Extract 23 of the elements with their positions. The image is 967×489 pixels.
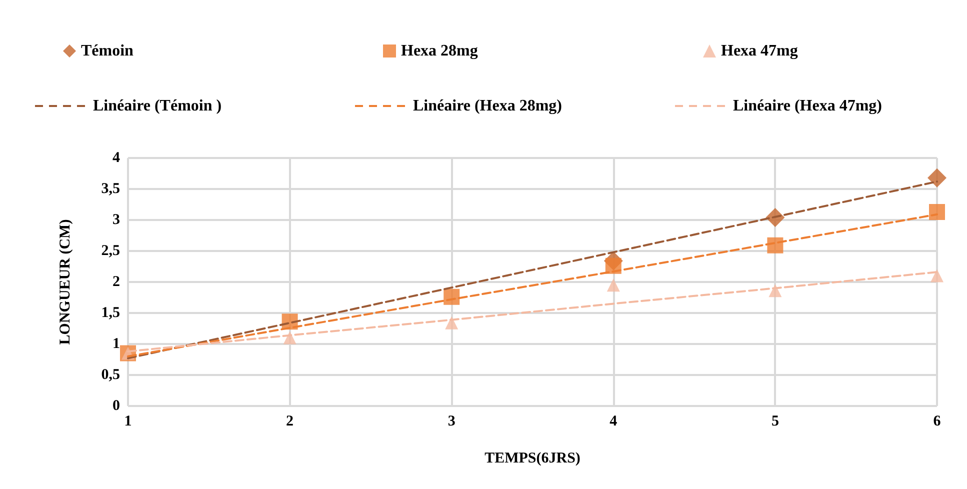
y-tick-label: 0 — [112, 398, 120, 414]
x-tick-label: 2 — [286, 414, 294, 430]
y-tick-label: 3 — [112, 212, 120, 228]
y-tick-label: 3,5 — [101, 181, 120, 197]
legend-label: Témoin — [81, 42, 134, 60]
y-tick-label: 2 — [112, 274, 120, 290]
x-tick-label: 4 — [610, 414, 618, 430]
y-tick-label: 4 — [112, 150, 120, 166]
legend-label: Linéaire (Hexa 47mg) — [733, 98, 882, 114]
y-tick-label: 1,5 — [101, 305, 120, 321]
x-tick-label: 5 — [771, 414, 779, 430]
y-axis-title: LONGUEUR (CM) — [58, 219, 74, 345]
x-tick-label: 1 — [124, 414, 132, 430]
x-axis-title: TEMPS(6JRS) — [484, 450, 580, 466]
legend-label: Linéaire (Témoin ) — [93, 98, 222, 114]
legend-label: Hexa 47mg — [721, 42, 798, 60]
legend-label: Hexa 28mg — [401, 42, 478, 60]
x-tick-label: 3 — [448, 414, 456, 430]
legend-label: Linéaire (Hexa 28mg) — [413, 98, 562, 114]
y-tick-label: 2,5 — [101, 243, 120, 259]
y-tick-label: 0,5 — [101, 367, 120, 383]
x-tick-label: 6 — [933, 414, 942, 430]
y-tick-label: 1 — [112, 336, 120, 352]
